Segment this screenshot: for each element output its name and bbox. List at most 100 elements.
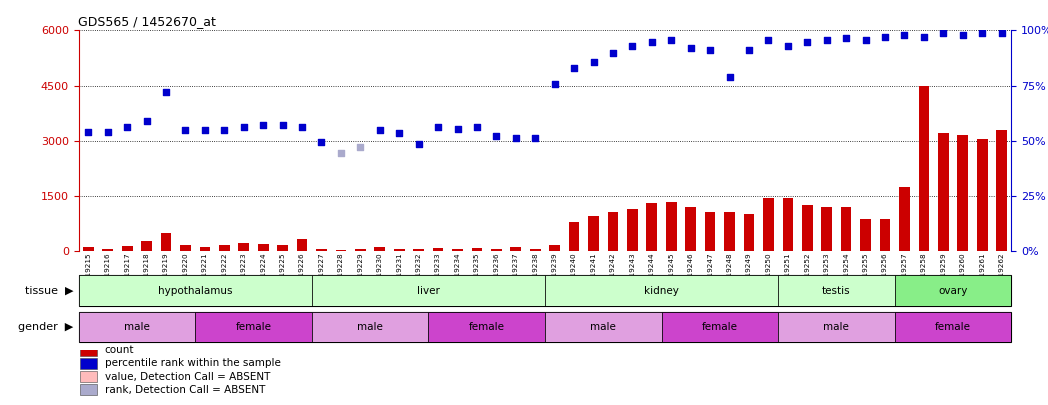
Text: tissue  ▶: tissue ▶ — [25, 286, 73, 296]
Bar — [549, 245, 560, 251]
Point — [663, 37, 680, 44]
Bar — [79, 312, 195, 342]
Bar — [778, 275, 895, 306]
Bar — [840, 207, 851, 251]
Point — [391, 130, 408, 136]
Text: female: female — [468, 322, 505, 332]
Point — [468, 124, 485, 130]
Point — [896, 32, 913, 38]
Point — [624, 43, 640, 49]
Bar — [938, 133, 948, 251]
Point — [80, 128, 96, 135]
Bar — [588, 216, 598, 251]
Bar — [433, 248, 443, 251]
Text: kidney: kidney — [645, 286, 679, 296]
Point — [857, 37, 874, 44]
Point — [177, 127, 194, 134]
Bar — [879, 220, 891, 251]
Point — [780, 43, 796, 49]
Bar — [918, 85, 930, 251]
Bar — [822, 207, 832, 251]
Point — [741, 46, 758, 53]
Point — [236, 124, 253, 130]
Point — [818, 37, 835, 44]
Bar — [199, 247, 211, 251]
Bar — [429, 312, 545, 342]
Bar — [312, 275, 545, 306]
Bar — [647, 203, 657, 251]
Point — [527, 134, 544, 141]
Point — [313, 139, 330, 145]
Point — [760, 37, 777, 44]
Bar — [316, 249, 327, 251]
Point — [507, 134, 524, 141]
Bar — [335, 249, 346, 251]
Bar — [452, 249, 463, 251]
Bar — [895, 275, 1011, 306]
Bar — [661, 312, 778, 342]
Text: value, Detection Call = ABSENT: value, Detection Call = ABSENT — [105, 372, 270, 382]
Bar — [355, 249, 366, 251]
Text: male: male — [357, 322, 383, 332]
Point — [955, 32, 971, 38]
Point — [585, 59, 602, 66]
Text: gender  ▶: gender ▶ — [18, 322, 73, 332]
Bar — [180, 245, 191, 251]
Bar — [81, 371, 97, 382]
Text: hypothalamus: hypothalamus — [158, 286, 233, 296]
Bar — [258, 244, 268, 251]
Bar — [627, 209, 638, 251]
Point — [994, 30, 1010, 36]
Point — [546, 81, 563, 88]
Text: male: male — [590, 322, 616, 332]
Text: female: female — [702, 322, 738, 332]
Point — [916, 33, 933, 40]
Point — [275, 122, 291, 128]
Text: liver: liver — [417, 286, 440, 296]
Bar — [899, 187, 910, 251]
Bar — [278, 245, 288, 251]
Point — [138, 117, 155, 124]
Bar — [122, 246, 132, 251]
Bar — [195, 312, 312, 342]
Point — [410, 141, 427, 147]
Text: percentile rank within the sample: percentile rank within the sample — [105, 358, 281, 369]
Point — [430, 124, 446, 130]
Point — [332, 149, 349, 156]
Point — [352, 144, 369, 150]
Text: rank, Detection Call = ABSENT: rank, Detection Call = ABSENT — [105, 385, 265, 395]
Point — [450, 126, 466, 132]
Text: GDS565 / 1452670_at: GDS565 / 1452670_at — [78, 15, 216, 28]
Text: male: male — [824, 322, 849, 332]
Bar — [977, 139, 987, 251]
Point — [197, 127, 214, 134]
Bar — [997, 130, 1007, 251]
Point — [293, 124, 310, 130]
Bar — [83, 247, 93, 251]
Point — [721, 74, 738, 80]
Text: female: female — [935, 322, 971, 332]
Bar — [802, 205, 812, 251]
Bar — [160, 233, 172, 251]
Bar — [569, 222, 580, 251]
Point — [837, 35, 854, 42]
Point — [488, 133, 505, 140]
Bar — [530, 249, 541, 251]
Bar — [510, 247, 521, 251]
Bar — [860, 220, 871, 251]
Bar — [895, 312, 1011, 342]
Point — [566, 65, 583, 71]
Point — [702, 46, 719, 53]
Point — [605, 50, 621, 56]
Bar — [545, 275, 778, 306]
Text: female: female — [236, 322, 271, 332]
Bar — [79, 275, 312, 306]
Point — [255, 122, 271, 128]
Point — [935, 30, 952, 36]
Bar — [608, 213, 618, 251]
Bar — [312, 312, 429, 342]
Text: count: count — [105, 345, 134, 355]
Point — [118, 124, 135, 130]
Text: ovary: ovary — [938, 286, 967, 296]
Point — [157, 89, 174, 95]
